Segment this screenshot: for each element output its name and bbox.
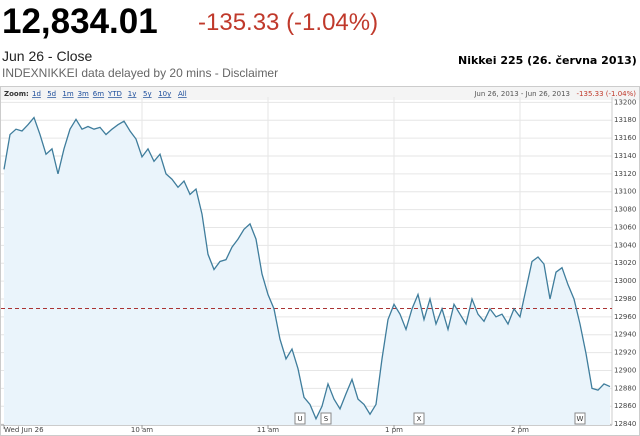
zoom-option[interactable]: 1d <box>32 90 41 98</box>
y-tick-label: 13200 <box>614 98 636 106</box>
flag-label: S <box>324 415 329 423</box>
y-tick-label: 12960 <box>614 313 636 321</box>
y-tick-label: 13060 <box>614 223 636 231</box>
y-tick-label: 12980 <box>614 295 636 303</box>
zoom-label: Zoom: <box>4 90 29 98</box>
x-tick-label: 10 am <box>131 426 153 434</box>
zoom-option[interactable]: YTD <box>107 90 122 98</box>
x-tick-label: 1 pm <box>385 426 403 434</box>
y-tick-label: 13100 <box>614 188 636 196</box>
area <box>4 117 610 426</box>
y-tick-label: 13120 <box>614 170 636 178</box>
flag <box>413 412 425 425</box>
line <box>3 116 611 421</box>
flag-label: X <box>417 415 422 423</box>
range-change: -135.33 (-1.04%) <box>577 90 637 98</box>
zoom-option[interactable]: 6m <box>93 90 104 98</box>
y-tick-label: 13140 <box>614 152 636 160</box>
y-tick-label: 12860 <box>614 402 636 410</box>
close-date: Jun 26 - Close <box>2 48 93 64</box>
price: 12,834.01 <box>2 2 158 41</box>
y-tick-label: 12920 <box>614 349 636 357</box>
y-tick-label: 12880 <box>614 384 636 392</box>
x-tick-label: Wed Jun 26 <box>4 426 44 434</box>
chart: Zoom: Jun 26, 2013 - Jun 26, 2013 -135.3… <box>0 86 640 436</box>
toolbar <box>1 87 639 100</box>
y-tick-label: 13040 <box>614 241 636 249</box>
x-tick-label: 11 am <box>257 426 279 434</box>
y-tick-label: 13160 <box>614 134 636 142</box>
y-tick-label: 13080 <box>614 206 636 214</box>
y-tick-label: 13000 <box>614 277 636 285</box>
zoom-option[interactable]: 3m <box>78 90 89 98</box>
y-tick-label: 12900 <box>614 366 636 374</box>
flag-label: U <box>297 415 302 423</box>
flag-label: W <box>577 415 584 423</box>
x-tick-label: 2 pm <box>511 426 529 434</box>
y-tick-label: 12940 <box>614 331 636 339</box>
range: Jun 26, 2013 - Jun 26, 2013 <box>473 90 570 98</box>
source: INDEXNIKKEI data delayed by 20 mins - Di… <box>2 66 279 80</box>
caption: Nikkei 225 (26. června 2013) <box>458 54 637 67</box>
zoom-option[interactable]: 5d <box>47 90 56 98</box>
y-tick-label: 12840 <box>614 420 636 428</box>
flag <box>294 412 306 425</box>
zoom-option[interactable]: 10y <box>158 90 171 98</box>
zoom-option[interactable]: 1y <box>128 90 137 98</box>
zoom-option[interactable]: All <box>178 90 187 98</box>
change: -135.33 (-1.04%) <box>198 9 379 36</box>
zoom-option[interactable]: 1m <box>62 90 73 98</box>
flag <box>574 412 586 425</box>
flag <box>320 412 332 425</box>
y-tick-label: 13020 <box>614 259 636 267</box>
y-tick-label: 13180 <box>614 116 636 124</box>
zoom-option[interactable]: 5y <box>143 90 152 98</box>
